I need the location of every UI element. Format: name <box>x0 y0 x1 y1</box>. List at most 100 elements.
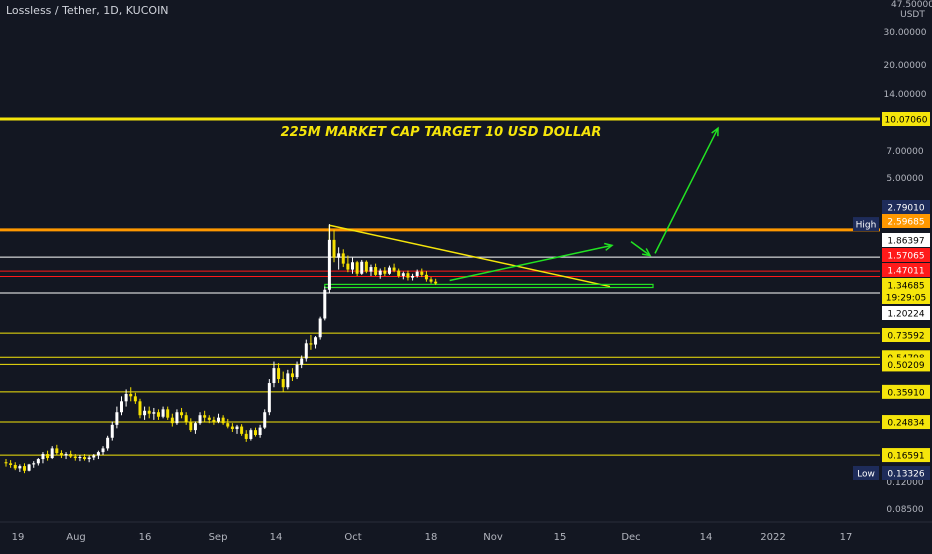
price-tick-4: 5.00000 <box>886 174 923 184</box>
candle-body-41 <box>193 423 197 431</box>
candle-body-9 <box>46 454 50 459</box>
candle-body-93 <box>434 281 438 284</box>
price-label-17: 0.13326 <box>882 466 930 480</box>
candle-body-52 <box>244 433 248 439</box>
candle-body-5 <box>27 464 31 471</box>
price-label-9: 1.20224 <box>882 306 930 320</box>
candle-body-84 <box>392 267 396 271</box>
candle-body-42 <box>198 415 202 424</box>
axis-header: 47.50000 USDT <box>891 0 932 20</box>
candle-body-57 <box>267 383 271 413</box>
price-label-text-5: 1.57065 <box>887 252 924 262</box>
candle-body-21 <box>101 448 105 453</box>
candle-body-35 <box>166 409 170 418</box>
candle-body-28 <box>133 396 137 402</box>
price-label-bg-3 <box>882 214 930 228</box>
candle-body-11 <box>55 448 59 454</box>
price-label-bg-0 <box>882 112 930 126</box>
price-label-text-0: 10.07060 <box>885 116 928 126</box>
candle-body-49 <box>230 426 234 430</box>
candle-body-32 <box>152 412 156 414</box>
candle-body-39 <box>184 415 188 422</box>
candle-body-87 <box>406 273 410 278</box>
tag-text-16: Low <box>857 470 875 480</box>
projection-arrow-target-shaft <box>654 127 719 254</box>
price-label-text-4: 1.86397 <box>887 237 924 247</box>
candle-body-46 <box>217 417 221 422</box>
chart-title: 225M MARKET CAP TARGET 10 USD DOLLAR <box>281 125 602 140</box>
tag-bg-1 <box>853 217 879 232</box>
price-tag-low: Low <box>853 466 879 480</box>
candle-body-48 <box>226 423 230 427</box>
projection-arrow-up-head <box>604 242 614 251</box>
candle-body-19 <box>92 455 96 458</box>
candle-body-53 <box>249 430 253 439</box>
candle-body-31 <box>147 410 151 414</box>
candle-body-85 <box>397 270 401 276</box>
candle-body-61 <box>286 373 290 388</box>
price-label-text-3: 2.59685 <box>887 218 924 228</box>
price-label-bg-6 <box>882 263 930 277</box>
candle-body-82 <box>383 270 387 274</box>
price-label-bg-7 <box>882 278 930 292</box>
candle-body-55 <box>258 427 262 435</box>
candle-body-59 <box>277 368 281 380</box>
candle-body-29 <box>138 401 142 416</box>
price-label-text-6: 1.47011 <box>887 267 924 277</box>
price-tick-5: 0.12000 <box>886 478 923 488</box>
candle-body-67 <box>314 337 318 345</box>
price-label-0: 10.07060 <box>882 112 930 126</box>
candlestick-series <box>4 224 438 474</box>
candle-body-60 <box>281 379 285 388</box>
time-tick-12: 17 <box>840 532 853 543</box>
candle-body-79 <box>369 267 373 272</box>
candle-body-14 <box>69 454 73 457</box>
candle-body-2 <box>13 464 17 469</box>
price-label-2: 2.79010 <box>882 200 930 214</box>
time-tick-5: Oct <box>344 532 361 543</box>
price-label-text-15: 0.16591 <box>887 452 924 462</box>
candle-body-30 <box>143 410 147 416</box>
candle-body-80 <box>374 267 378 275</box>
projection-arrow-down-head <box>641 248 652 257</box>
candle-body-74 <box>346 263 350 270</box>
candle-body-37 <box>175 412 179 424</box>
price-axis: 30.00000 20.00000 14.00000 7.00000 5.00000 0.… <box>853 0 932 522</box>
candle-body-81 <box>378 270 382 275</box>
price-label-12: 0.50209 <box>882 357 930 372</box>
price-label-bg-5 <box>882 248 930 262</box>
candle-body-7 <box>36 459 40 464</box>
price-label-14: 0.24834 <box>882 415 930 430</box>
price-label-text-12: 0.50209 <box>887 361 924 371</box>
projection-arrow-target-head <box>711 126 719 137</box>
candle-body-17 <box>83 457 87 460</box>
candle-body-10 <box>50 448 54 459</box>
candle-body-71 <box>332 239 336 258</box>
symbol-title[interactable]: Lossless / Tether, 1D, KUCOIN <box>6 4 169 17</box>
price-label-5: 1.57065 <box>882 248 930 262</box>
candle-body-89 <box>415 271 419 276</box>
time-axis: 19 Aug 16 Sep 14 Oct 18 Nov 15 Dec 14 2022 17 <box>0 521 932 543</box>
candle-body-27 <box>129 393 133 397</box>
price-tag-high: High <box>853 217 879 232</box>
price-tick-3: 7.00000 <box>886 147 923 157</box>
candle-body-18 <box>87 457 91 460</box>
candle-body-20 <box>96 452 100 456</box>
candle-body-51 <box>240 426 244 434</box>
price-label-13: 0.35910 <box>882 384 930 399</box>
candle-body-77 <box>360 261 364 274</box>
candle-body-92 <box>429 279 433 282</box>
candle-body-24 <box>115 412 119 425</box>
price-label-8: 19:29:05 <box>882 290 930 304</box>
triangle-resistance-line <box>329 224 611 288</box>
price-tick-6: 0.08500 <box>886 505 923 515</box>
price-label-bg-2 <box>882 200 930 214</box>
time-tick-8: 15 <box>554 532 567 543</box>
price-label-7: 1.34685 <box>882 278 930 292</box>
price-tick-2: 14.00000 <box>884 90 927 100</box>
candle-body-58 <box>272 368 276 384</box>
candle-body-86 <box>401 273 405 276</box>
candle-body-38 <box>180 412 184 416</box>
price-label-bg-10 <box>882 328 930 342</box>
